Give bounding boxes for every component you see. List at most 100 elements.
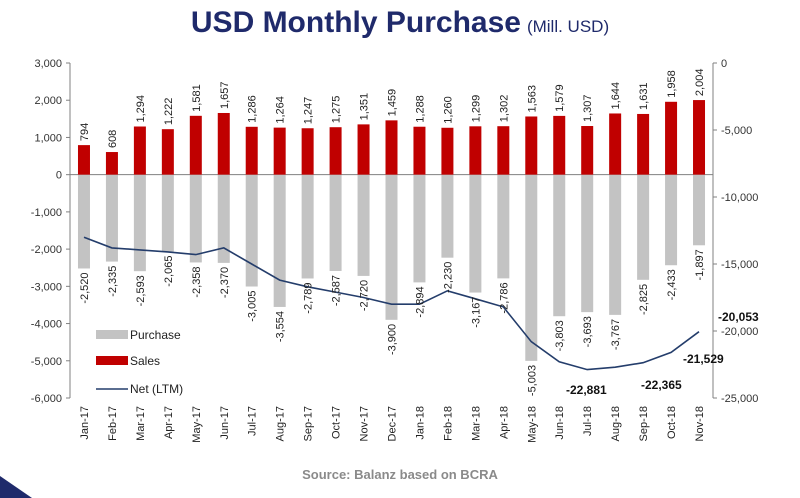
left-tick-label: 1,000 [34,132,62,144]
left-tick-label: -6,000 [31,393,62,405]
left-tick-label: -5,000 [31,356,62,368]
purchase-value-label: -2,520 [79,272,91,303]
purchase-value-label: -2,825 [638,284,650,315]
purchase-bar [553,174,566,317]
sales-value-label: 2,004 [694,69,706,97]
purchase-value-label: -2,230 [442,262,454,293]
category-label: Jun-17 [219,406,231,440]
sales-value-label: 1,459 [387,89,399,117]
sales-bar [581,126,594,175]
category-label: Feb-18 [442,406,454,441]
purchase-value-label: -2,065 [163,256,175,287]
sales-bar [133,126,146,175]
sales-bar [189,115,202,175]
net-annotation: -22,365 [641,378,682,392]
purchase-value-label: -3,167 [470,297,482,328]
category-label: Apr-18 [498,406,510,439]
sales-bar [497,126,510,175]
left-tick-label: -4,000 [31,319,62,331]
sales-value-label: 1,644 [610,82,622,110]
corner-decoration [0,476,32,498]
purchase-bar [693,174,706,246]
category-label: Oct-17 [331,406,343,439]
sales-bar [273,127,286,175]
purchase-value-label: -2,358 [191,266,203,297]
sales-value-label: 1,288 [414,95,426,123]
sales-bar [441,127,454,175]
purchase-value-label: -5,003 [526,365,538,396]
category-label: Jan-17 [79,406,91,440]
right-tick-label: -5,000 [721,125,752,137]
purchase-value-label: -3,554 [275,311,287,342]
sales-value-label: 1,579 [554,84,566,112]
sales-value-label: 794 [79,123,91,141]
sales-value-label: 1,581 [191,84,203,112]
purchase-bar [301,174,314,279]
sales-bar [77,145,90,175]
legend-swatch-purchase [96,330,128,339]
purchase-bar [525,174,538,361]
purchase-bar [217,174,230,263]
purchase-bar [385,174,398,320]
purchase-bar [189,174,202,263]
purchase-bar [329,174,342,271]
category-label: Dec-17 [387,406,399,441]
sales-value-label: 1,657 [219,81,231,109]
sales-value-label: 1,286 [247,95,259,123]
sales-bar [693,100,706,175]
purchase-bar [133,174,146,272]
category-label: Jul-18 [582,406,594,436]
net-annotation: -21,529 [683,352,724,366]
legend-label-net: Net (LTM) [130,382,183,396]
category-label: Jan-18 [414,406,426,440]
category-label: Apr-17 [163,406,175,439]
left-tick-label: 2,000 [34,95,62,107]
sales-bar [385,120,398,175]
sales-value-label: 1,260 [442,96,454,124]
sales-value-label: 1,222 [163,98,175,126]
right-tick-label: -15,000 [721,259,758,271]
purchase-value-label: -3,803 [554,320,566,351]
left-tick-label: 0 [56,170,62,182]
sales-bar [245,126,258,175]
right-tick-label: -20,000 [721,326,758,338]
category-label: Aug-17 [275,406,287,441]
purchase-bar [105,174,118,262]
purchase-bar [609,174,622,315]
purchase-value-label: -2,587 [331,275,343,306]
purchase-value-label: -2,433 [666,269,678,300]
purchase-value-label: -2,720 [359,280,371,311]
sales-value-label: 1,563 [526,85,538,113]
sales-bar [301,128,314,175]
left-tick-label: -2,000 [31,244,62,256]
purchase-value-label: -3,900 [387,324,399,355]
category-label: Feb-17 [107,406,119,441]
sales-bar [357,124,370,175]
sales-value-label: 1,294 [135,95,147,123]
purchase-value-label: -2,786 [498,282,510,313]
category-label: Mar-18 [470,406,482,441]
purchase-value-label: -3,693 [582,316,594,347]
sales-bar [161,129,174,175]
category-label: May-17 [191,406,203,443]
sales-bar [525,116,538,175]
sales-value-label: 1,299 [470,95,482,123]
sales-bar [553,115,566,175]
category-label: Mar-17 [135,406,147,441]
chart-title: USD Monthly Purchase (Mill. USD) [0,6,800,40]
title-main: USD Monthly Purchase [190,6,521,39]
purchase-bar [497,174,510,279]
right-tick-label: 0 [721,58,727,70]
purchase-value-label: -3,767 [610,319,622,350]
sales-bar [609,113,622,175]
purchase-bar [357,174,370,276]
purchase-bar [77,174,90,269]
net-annotation: -22,881 [566,383,607,397]
purchase-value-label: -2,335 [107,266,119,297]
sales-value-label: 1,307 [582,94,594,122]
purchase-value-label: -2,789 [303,282,315,313]
category-label: Oct-18 [666,406,678,439]
legend-label-purchase: Purchase [130,328,181,342]
sales-value-label: 1,264 [275,96,287,124]
